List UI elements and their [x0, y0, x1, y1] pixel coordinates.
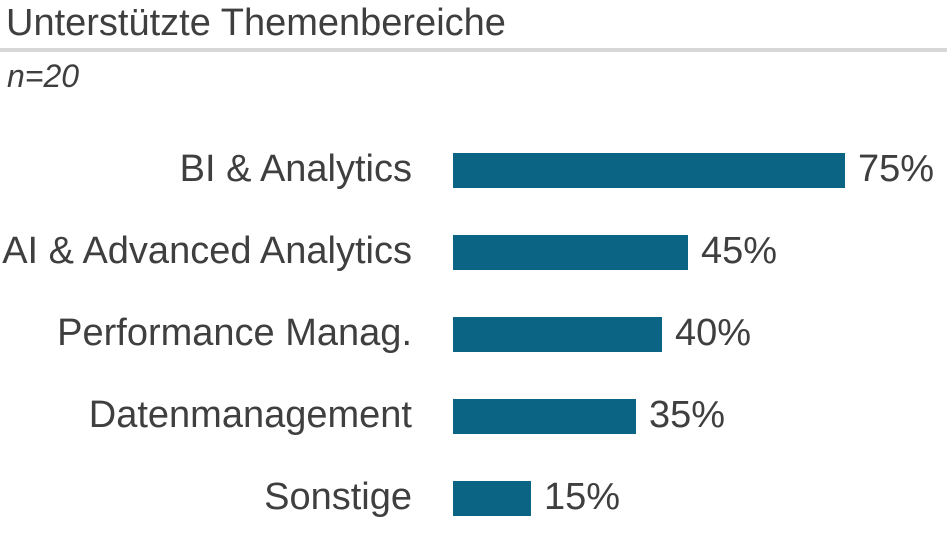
bar-row: Datenmanagement 35% [0, 375, 947, 457]
bar [453, 316, 662, 352]
bar [453, 480, 531, 516]
bar-row: BI & Analytics 75% [0, 129, 947, 211]
value-label: 75% [858, 148, 935, 191]
bar [453, 234, 688, 270]
value-label: 45% [701, 230, 778, 273]
bar-chart: BI & Analytics 75% AI & Advanced Analyti… [0, 129, 947, 539]
category-label: Performance Manag. [57, 312, 412, 355]
bar-row: AI & Advanced Analytics 45% [0, 211, 947, 293]
bar [453, 152, 845, 188]
bar-row: Sonstige 15% [0, 457, 947, 539]
category-label: AI & Advanced Analytics [2, 230, 412, 273]
category-label: BI & Analytics [179, 148, 412, 191]
bar-row: Performance Manag. 40% [0, 293, 947, 375]
chart-title: Unterstützte Themenbereiche [6, 2, 506, 44]
category-label: Sonstige [264, 476, 412, 519]
value-label: 35% [649, 394, 726, 437]
bar [453, 398, 636, 434]
sample-size-note: n=20 [7, 58, 80, 94]
value-label: 40% [675, 312, 752, 355]
value-label: 15% [544, 476, 621, 519]
title-divider [0, 48, 947, 52]
category-label: Datenmanagement [88, 394, 412, 437]
